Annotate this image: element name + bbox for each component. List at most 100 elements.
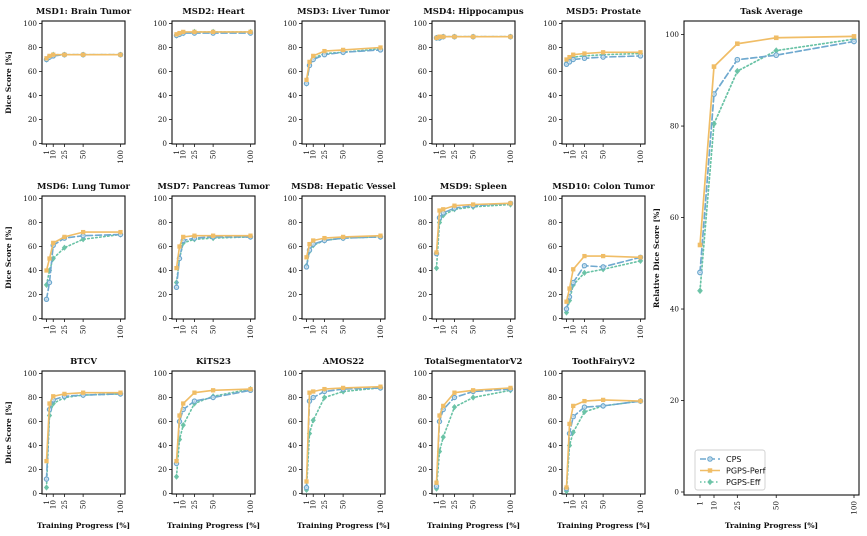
y-tick-label: 100 [665,30,679,39]
x-tick-label: 100 [636,325,645,339]
x-tick-label: 10 [439,500,448,510]
data-point-core [565,307,568,310]
data-point-core [583,57,586,60]
data-point [582,51,587,56]
x-tick-label: 10 [569,325,578,335]
data-point [47,256,52,261]
data-point-core [602,404,605,407]
x-tick-label: 10 [569,500,578,510]
data-point-core [572,58,575,61]
subplot-title: MSD6: Lung Tumor [37,182,131,192]
y-axis-label: Dice Score [%] [4,226,13,289]
y-axis-label: Relative Dice Score [%] [652,208,661,308]
x-tick-label: 10 [309,150,318,160]
x-tick-label: 100 [376,325,385,339]
series-line [45,391,122,462]
series-pgps-perf [564,397,643,490]
y-tick-label: 40 [548,266,558,275]
subplot-9: MSD9: Spleen 0 20 40 60 80 100 110 25 50 100 [413,182,516,339]
data-point-core [305,82,308,85]
y-tick-label: 20 [288,465,298,474]
data-point-core [698,271,702,274]
x-tick-label: 50 [79,150,88,160]
data-point [773,35,779,41]
x-tick-label: 10 [439,150,448,160]
data-point [304,77,309,83]
data-point [210,388,216,393]
series-pgps-eff [303,384,384,494]
data-point [600,397,606,403]
y-tick-label: 0 [422,314,427,323]
data-point [452,203,457,208]
y-tick-label: 60 [288,242,298,251]
data-point [47,53,52,59]
data-point [304,255,309,260]
x-tick-label: 50 [79,325,88,335]
data-point-core [45,298,48,301]
x-tick-label: 1 [432,500,441,505]
data-point-core [175,286,178,289]
y-tick-label: 100 [543,19,557,28]
subplot-2: MSD2: Heart 0 20 40 60 80 100 110 25 50 100 [153,7,256,164]
legend-label: PGPS-Perf [726,467,766,476]
data-point [51,52,56,57]
x-tick-label: 10 [309,325,318,335]
plot-frame [41,370,126,495]
y-tick-label: 80 [28,218,38,227]
y-tick-label: 100 [23,19,37,28]
series-cps [303,385,384,491]
data-point [564,485,569,490]
data-point [441,207,446,212]
data-point [437,413,442,418]
series-cps [173,234,254,291]
data-point [563,309,570,316]
x-tick-label: 50 [339,325,348,335]
y-tick-label: 0 [674,488,679,497]
x-tick-label: 100 [636,500,645,514]
data-point [177,30,182,36]
subplot-13: AMOS22 0 20 40 60 80 100 110 25 50 100 Training Pro… [283,357,390,530]
x-tick-label: 10 [49,150,58,160]
series-pgps-perf [174,233,253,271]
x-axis-label: Training Progress [%] [427,521,520,530]
series-cps [43,231,124,303]
data-point [181,234,186,240]
x-tick-label: 10 [179,325,188,335]
x-tick-label: 50 [79,500,88,510]
series-pgps-perf [44,390,123,464]
data-point-core [639,54,642,57]
data-point [248,233,253,238]
y-tick-label: 40 [548,91,558,100]
subplot-1: MSD1: Brain Tumor 0 20 40 60 80 100 110 25 50 100 D… [4,7,132,164]
x-tick-label: 50 [209,500,218,510]
y-tick-label: 60 [158,67,168,76]
y-tick-label: 80 [418,393,428,402]
subplot-11: BTCV 0 20 40 60 80 100 110 25 50 100 Dice Score [%]… [4,357,130,530]
subplot-title: KiTS23 [196,357,231,367]
series-pgps-eff [563,397,644,495]
data-point [697,287,703,295]
data-point [210,233,216,238]
data-point [62,391,67,397]
series-line [305,236,382,267]
data-point [571,52,576,57]
series-pgps-eff [43,231,124,289]
data-point-core [178,257,181,260]
data-point [571,267,576,272]
data-point [44,458,49,464]
data-point-core [568,60,571,63]
data-point [470,202,476,207]
subplot-4: MSD4: Hippocampus 0 20 40 60 80 100 110 25 50 100 [413,7,524,164]
x-tick-label: 10 [439,325,448,335]
y-tick-label: 40 [158,441,168,450]
subplot-15: ToothFairyV2 0 20 40 60 80 100 110 25 50 100 Traini… [543,357,650,530]
series-line [305,385,382,483]
y-tick-label: 80 [548,393,558,402]
x-tick-label: 25 [450,325,459,335]
y-tick-label: 60 [158,242,168,251]
x-tick-label: 25 [60,500,69,510]
y-tick-label: 0 [32,314,37,323]
data-point [192,390,197,395]
x-tick-label: 10 [49,500,58,510]
